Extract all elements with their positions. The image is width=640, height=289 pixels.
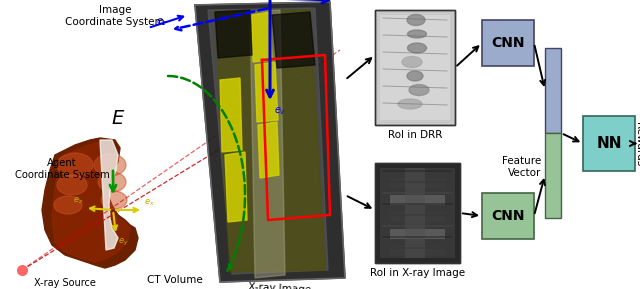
Polygon shape [195,2,345,282]
Ellipse shape [101,191,127,209]
Text: Feature
Vector: Feature Vector [502,156,541,178]
Bar [390,229,445,239]
Bar [390,212,445,222]
Text: RoI in DRR: RoI in DRR [388,130,442,140]
Text: Agent
Coordinate System: Agent Coordinate System [15,158,109,179]
Polygon shape [220,78,242,152]
Polygon shape [52,142,130,262]
Text: $e_x$: $e_x$ [144,197,155,208]
Ellipse shape [408,30,426,38]
Ellipse shape [54,196,82,214]
Ellipse shape [402,57,422,68]
Ellipse shape [398,99,422,109]
Bar [375,10,455,125]
Text: $e_z$: $e_z$ [156,16,168,28]
Text: CT Volume: CT Volume [147,275,203,285]
Text: CNN: CNN [492,209,525,223]
Text: X-ray Image: X-ray Image [248,282,312,289]
Ellipse shape [94,154,126,176]
Ellipse shape [98,172,126,192]
Ellipse shape [57,175,87,195]
Polygon shape [255,62,278,122]
Bar [390,195,445,205]
Text: X-ray Source: X-ray Source [34,278,96,288]
Text: Image
Coordinate System: Image Coordinate System [65,5,165,27]
Ellipse shape [408,43,426,53]
Bar [380,168,455,258]
Ellipse shape [409,84,429,95]
Text: CNN: CNN [492,36,525,50]
Bar [390,178,445,188]
Text: $E$: $E$ [111,108,125,127]
Bar [545,133,561,218]
Polygon shape [225,152,247,222]
Polygon shape [100,140,118,250]
Polygon shape [272,12,315,68]
Polygon shape [215,10,325,272]
Ellipse shape [407,14,425,25]
Polygon shape [215,10,252,58]
Bar [482,193,534,239]
Ellipse shape [407,71,423,81]
Bar [390,246,445,256]
Bar [380,15,450,120]
Bar [375,163,460,263]
Bar [482,20,534,66]
Bar [545,48,561,133]
Text: RoI in X-ray Image: RoI in X-ray Image [370,268,465,278]
Bar [405,168,425,258]
Ellipse shape [57,153,93,177]
Polygon shape [42,138,138,268]
Bar [375,163,460,263]
Polygon shape [258,122,279,178]
Text: $e_v$: $e_v$ [274,105,286,117]
Polygon shape [250,10,285,278]
Text: $e_z$: $e_z$ [73,195,83,206]
Bar [375,10,455,125]
Polygon shape [100,140,118,250]
Polygon shape [252,12,272,62]
Text: NN: NN [596,136,621,151]
Bar [583,116,635,171]
Text: $e_y$: $e_y$ [118,237,129,248]
Polygon shape [208,8,328,274]
Text: Rewards: Rewards [634,122,640,166]
